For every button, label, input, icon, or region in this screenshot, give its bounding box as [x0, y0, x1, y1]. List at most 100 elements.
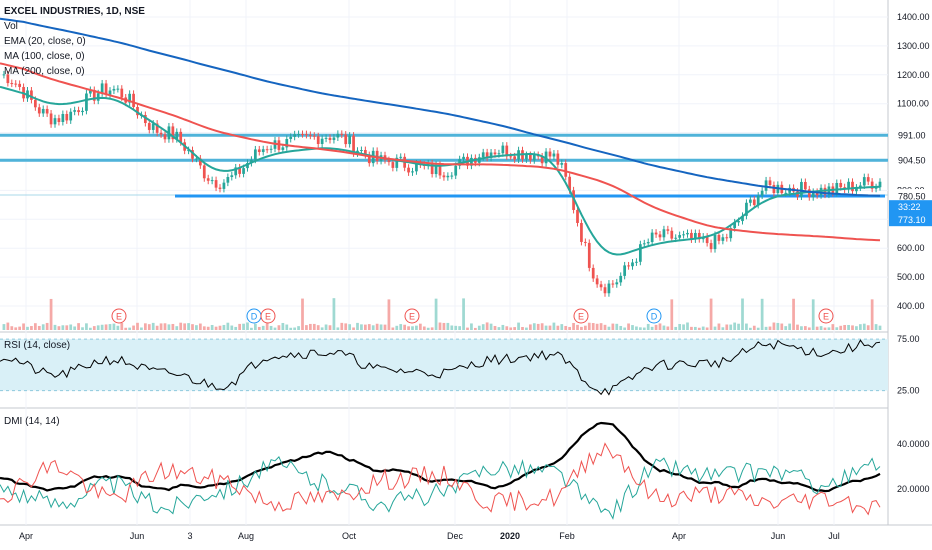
rsi-series: [0, 339, 881, 396]
candle-body: [697, 232, 701, 240]
volume-bar: [253, 323, 257, 330]
volume-bar: [391, 327, 395, 330]
volume-bar: [403, 324, 407, 330]
candle-body: [155, 123, 159, 133]
volume-bar: [784, 326, 788, 330]
candle-body: [627, 265, 630, 267]
candle-body: [803, 181, 807, 190]
event-marker-e: E: [573, 308, 589, 324]
volume-bar: [619, 325, 623, 330]
price-tick-label: 400.00: [897, 301, 925, 311]
candle-body: [646, 242, 650, 244]
volume-bar: [415, 325, 418, 330]
event-marker-circle: [260, 308, 276, 324]
event-marker-e: E: [260, 308, 276, 324]
candle-body: [281, 147, 285, 150]
time-tick-label: Jul: [828, 531, 840, 541]
candle-body: [147, 123, 151, 130]
candle-body: [764, 180, 768, 191]
volume-bar: [348, 324, 352, 330]
volume-bar: [851, 325, 854, 330]
volume-bar: [748, 327, 752, 330]
time-axis-ticks: Apr Jun 3 Aug Oct Dec 2020 Feb Apr Jun Jul: [19, 531, 840, 541]
legend-ema[interactable]: EMA (20, close, 0): [4, 36, 86, 47]
volume-bar: [183, 323, 187, 330]
candle-body: [399, 156, 403, 158]
candle-body: [41, 108, 45, 114]
candle-body: [603, 287, 607, 294]
candle-body: [748, 199, 752, 203]
volume-bar: [572, 322, 575, 330]
candle-body: [289, 136, 293, 139]
candlestick-series: [2, 70, 882, 297]
candle-body: [611, 283, 615, 285]
candle-body: [693, 232, 697, 240]
volume-bar: [556, 325, 560, 330]
candle-body: [143, 115, 147, 124]
volume-bar: [473, 327, 477, 330]
legend-ma200[interactable]: MA (200, close, 0): [4, 66, 85, 77]
candle-body: [332, 137, 336, 141]
candle-body: [741, 215, 744, 222]
volume-bar: [218, 325, 222, 330]
level-780-label-box: [889, 189, 932, 204]
volume-bar: [257, 326, 261, 330]
volume-bar: [458, 326, 462, 330]
rsi-tick-label: 75.00: [897, 334, 920, 344]
volume-bar: [525, 327, 528, 330]
volume-bar: [827, 327, 831, 330]
horizontal-levels[interactable]: [0, 133, 888, 198]
volume-bar: [576, 324, 579, 330]
dmi-label[interactable]: DMI (14, 14): [4, 416, 60, 427]
rsi-label[interactable]: RSI (14, close): [4, 340, 71, 351]
candle-body: [375, 150, 379, 161]
volume-bar: [862, 323, 866, 330]
volume-bar: [179, 322, 183, 330]
volume-bar: [489, 323, 493, 330]
volume-bar: [124, 327, 128, 330]
volume-bar: [81, 327, 84, 330]
legend-vol[interactable]: Vol: [4, 21, 18, 32]
volume-bar: [85, 323, 88, 330]
volume-bar: [167, 324, 171, 330]
volume-bar: [147, 324, 151, 330]
volume-bar: [104, 324, 108, 330]
volume-bar: [635, 326, 638, 330]
event-marker-label: E: [578, 312, 584, 322]
dmi-tick-label: 40.0000: [897, 439, 930, 449]
candle-body: [548, 151, 552, 157]
volume-bar: [874, 324, 878, 330]
candle-body: [686, 232, 689, 235]
symbol-title[interactable]: EXCEL INDUSTRIES, 1D, NSE: [4, 6, 145, 17]
time-tick-label: Apr: [19, 531, 33, 541]
candle-body: [851, 181, 854, 192]
candle-body: [6, 74, 10, 84]
price-tick-label: 1300.00: [897, 41, 930, 51]
volume-bar: [53, 324, 57, 330]
volume-bar: [654, 324, 658, 330]
event-marker-label: D: [651, 312, 658, 322]
volume-bar: [701, 326, 705, 330]
candle-body: [328, 137, 332, 141]
event-marker-e: E: [111, 308, 127, 324]
candle-body: [297, 134, 300, 136]
volume-bar: [697, 327, 701, 330]
candle-body: [501, 145, 505, 154]
candle-body: [191, 150, 194, 159]
volume-bar: [45, 322, 49, 330]
volume-bar: [371, 325, 375, 330]
candle-body: [415, 163, 418, 172]
volume-bar: [454, 325, 458, 330]
volume-bar: [788, 323, 792, 330]
candle-body: [666, 229, 670, 231]
volume-bar: [686, 322, 689, 330]
volume-bar: [26, 326, 29, 330]
candle-body: [874, 187, 878, 189]
volume-bar: [481, 324, 485, 330]
legend-ma100[interactable]: MA (100, close, 0): [4, 51, 85, 62]
volume-bar: [693, 326, 697, 330]
volume-bar: [340, 322, 344, 330]
volume-bar: [41, 324, 45, 330]
